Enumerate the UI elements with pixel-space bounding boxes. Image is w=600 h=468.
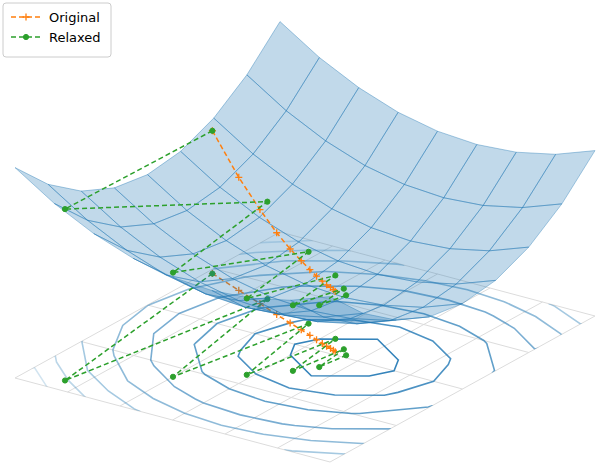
surface-face bbox=[127, 250, 200, 281]
contour-line bbox=[0, 223, 350, 398]
surface-path-marker bbox=[306, 266, 313, 273]
floor-path-marker bbox=[306, 321, 311, 326]
surface-path-marker bbox=[341, 286, 346, 291]
surface-path-marker bbox=[235, 174, 242, 181]
surface-path-marker bbox=[306, 249, 311, 254]
floor-path-marker bbox=[317, 364, 322, 369]
surface-face bbox=[423, 280, 496, 307]
surface-face bbox=[390, 304, 463, 321]
surface-face bbox=[173, 277, 246, 307]
surface-path-marker bbox=[290, 303, 295, 308]
floor-path-marker bbox=[170, 374, 175, 379]
floor-path bbox=[62, 271, 348, 383]
chart: Original Relaxed bbox=[0, 0, 600, 468]
surface-path-marker bbox=[62, 207, 67, 212]
legend: Original Relaxed bbox=[3, 3, 111, 57]
grid-line-y bbox=[15, 378, 330, 462]
floor-path-marker bbox=[62, 378, 67, 383]
legend-marker bbox=[23, 14, 30, 21]
floor-path-marker bbox=[344, 353, 349, 358]
surface-path-marker bbox=[265, 199, 270, 204]
floor-path-marker bbox=[313, 336, 320, 343]
floor-path-marker bbox=[306, 332, 313, 339]
floor-path-marker bbox=[333, 336, 338, 341]
surface-face bbox=[489, 204, 562, 251]
surface-path bbox=[209, 127, 339, 295]
surface-path-marker bbox=[170, 270, 175, 275]
surface-path-marker bbox=[209, 127, 216, 134]
legend-box bbox=[3, 3, 111, 57]
floor-path-marker bbox=[341, 347, 346, 352]
legend-label: Relaxed bbox=[49, 30, 101, 45]
surface-path-line bbox=[65, 131, 346, 306]
surface-path bbox=[62, 128, 348, 308]
surface-path-marker bbox=[210, 128, 215, 133]
surface bbox=[15, 22, 595, 324]
surface-path-marker bbox=[344, 293, 349, 298]
surface-face bbox=[456, 247, 529, 284]
floor-grid bbox=[15, 232, 595, 462]
surface-path-line bbox=[212, 131, 335, 292]
surface-face bbox=[54, 204, 127, 251]
surface-face bbox=[15, 168, 88, 221]
floor-path-line bbox=[65, 274, 346, 381]
surface-path-marker bbox=[313, 273, 320, 280]
surface-path-marker bbox=[317, 303, 322, 308]
surface-path-marker bbox=[244, 296, 249, 301]
floor-path-marker bbox=[287, 319, 294, 326]
floor-path-marker bbox=[244, 372, 249, 377]
legend-label: Original bbox=[49, 10, 100, 25]
surface-face bbox=[523, 151, 596, 208]
plot-marks bbox=[0, 22, 600, 468]
legend-marker bbox=[23, 34, 28, 39]
floor-path-marker bbox=[290, 368, 295, 373]
surface-path-marker bbox=[333, 273, 338, 278]
surface-path-marker bbox=[273, 229, 280, 236]
surface-path-marker bbox=[287, 245, 294, 252]
